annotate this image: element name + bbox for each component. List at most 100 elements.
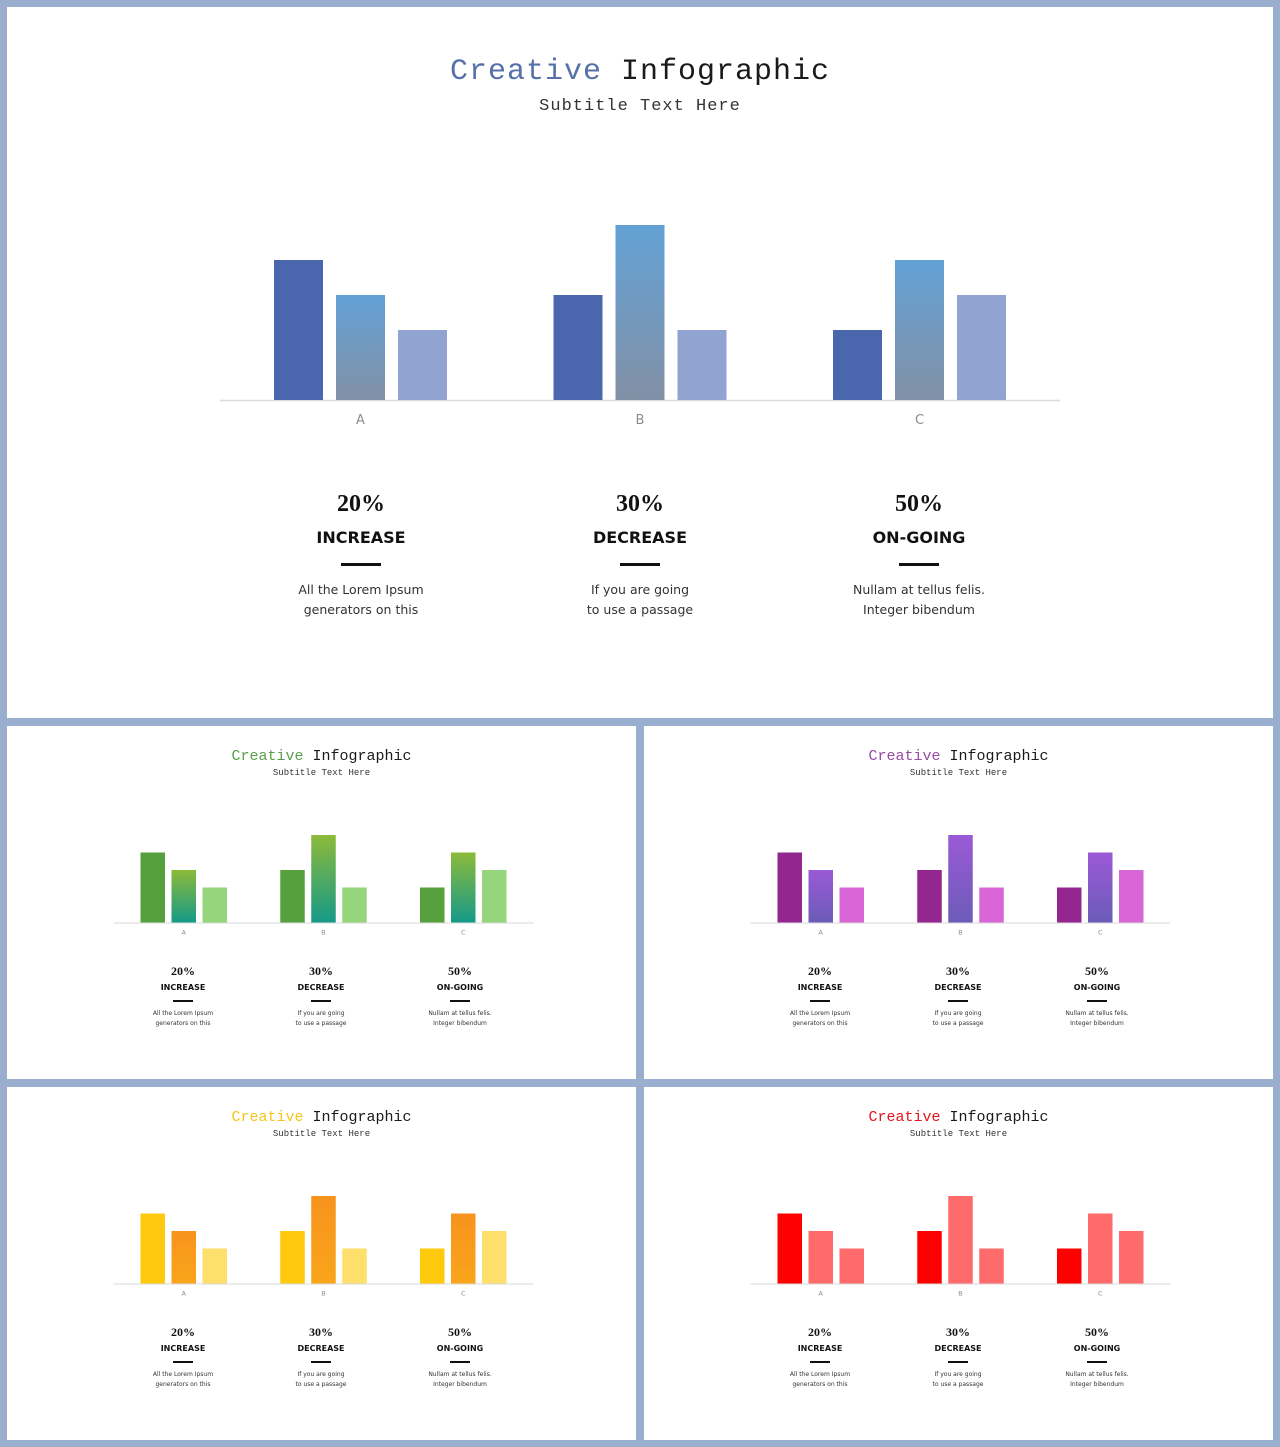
stat-description: Nullam at tellus felis. Integer bibendum (819, 580, 1019, 620)
desc-line: Integer bibendum (863, 602, 975, 617)
stat-divider (620, 563, 660, 566)
bar-b-2 (948, 835, 973, 923)
bar-b-1 (280, 1231, 305, 1284)
slide-title: Creative Infographic (644, 1109, 1273, 1126)
stat-label: ON-GOING (872, 528, 966, 547)
desc-line: Integer bibendum (1070, 1381, 1124, 1388)
bar-a-3 (839, 1248, 864, 1284)
stat-description: If you are going to use a passage (266, 1370, 376, 1390)
stat-description: If you are going to use a passage (540, 580, 740, 620)
stat-description: Nullam at tellus felis. Integer bibendum (405, 1009, 515, 1029)
stat-divider (1087, 1000, 1107, 1002)
desc-line: Integer bibendum (1070, 1020, 1124, 1027)
slide-red: Creative Infographic Subtitle Text Here … (644, 1087, 1273, 1440)
desc-line: to use a passage (295, 1020, 347, 1027)
stat-label: DECREASE (934, 983, 982, 992)
desc-line: If you are going (590, 582, 690, 597)
desc-line: generators on this (792, 1020, 848, 1027)
bar-chart: A B C (220, 225, 1060, 428)
bar-a-1 (140, 1213, 165, 1284)
bar-c-1 (833, 330, 882, 400)
stat-divider (173, 1361, 193, 1363)
bar-b-3 (979, 1248, 1004, 1284)
category-label: C (461, 929, 466, 937)
desc-line: All the Lorem Ipsum (152, 1010, 214, 1017)
desc-line: If you are going (297, 1010, 345, 1017)
desc-line: Nullam at tellus felis. (428, 1371, 492, 1378)
slide-green: Creative Infographic Subtitle Text Here … (7, 726, 636, 1079)
bar-b-1 (280, 870, 305, 923)
stat-description: All the Lorem Ipsum generators on this (128, 1009, 238, 1029)
bar-a-1 (777, 1213, 802, 1284)
stat-label: DECREASE (934, 1344, 982, 1353)
category-label: C (1098, 1290, 1103, 1298)
title-word: Infographic (949, 1109, 1049, 1126)
desc-line: All the Lorem Ipsum (789, 1371, 851, 1378)
desc-line: Integer bibendum (433, 1020, 487, 1027)
stat-label: DECREASE (297, 983, 345, 992)
desc-line: generators on this (155, 1020, 211, 1027)
bar-b-1 (917, 1231, 942, 1284)
title-accent-word: Creative (231, 748, 304, 765)
desc-line: Integer bibendum (433, 1381, 487, 1388)
desc-line: to use a passage (586, 602, 694, 617)
bar-b-3 (342, 1248, 367, 1284)
category-label: B (636, 413, 645, 428)
desc-line: If you are going (934, 1371, 982, 1378)
bar-b-1 (553, 295, 603, 400)
category-label: A (819, 929, 824, 937)
desc-line: to use a passage (932, 1020, 984, 1027)
stat-b: 30% DECREASE If you are going to use a pa… (540, 487, 740, 620)
slide-subtitle: Subtitle Text Here (539, 97, 741, 116)
stat-a: 20% INCREASE All the Lorem Ipsum generato… (261, 487, 461, 620)
bar-chart: A B C (750, 1196, 1171, 1298)
stat-divider (173, 1000, 193, 1002)
bar-c-1 (420, 1248, 445, 1284)
bar-chart: A B C (113, 835, 534, 937)
bar-c-3 (1119, 870, 1144, 923)
stat-divider (341, 563, 381, 566)
stat-b: 30% DECREASE If you are going to use a pa… (903, 1323, 1013, 1390)
stat-description: All the Lorem Ipsum generators on this (128, 1370, 238, 1390)
desc-line: generators on this (155, 1381, 211, 1388)
slide-subtitle: Subtitle Text Here (909, 768, 1008, 778)
stat-value: 20% (171, 1325, 195, 1339)
stat-c: 50% ON-GOING Nullam at tellus felis. Inte… (1042, 1323, 1152, 1390)
bar-a-2 (171, 870, 196, 923)
stat-divider (1087, 1361, 1107, 1363)
stat-label: ON-GOING (1073, 1344, 1121, 1353)
bar-c-3 (1119, 1231, 1144, 1284)
slide-title: Creative Infographic (7, 1109, 636, 1126)
stat-divider (450, 1361, 470, 1363)
stat-c: 50% ON-GOING Nullam at tellus felis. Inte… (1042, 962, 1152, 1029)
stat-label: ON-GOING (1073, 983, 1121, 992)
bar-c-2 (451, 1213, 476, 1284)
stat-value: 20% (808, 1325, 832, 1339)
stat-c: 50% ON-GOING Nullam at tellus felis. Inte… (405, 962, 515, 1029)
desc-line: to use a passage (295, 1381, 347, 1388)
stat-divider (810, 1361, 830, 1363)
bar-a-1 (274, 260, 323, 400)
stat-description: Nullam at tellus felis. Integer bibendum (1042, 1370, 1152, 1390)
stat-value: 20% (808, 964, 832, 978)
category-label: B (958, 929, 962, 937)
bar-b-2 (311, 1196, 336, 1284)
bar-a-2 (336, 295, 385, 400)
bar-a-1 (140, 852, 165, 923)
slide-subtitle: Subtitle Text Here (272, 768, 371, 778)
bar-c-2 (895, 260, 944, 400)
stat-label: INCREASE (797, 1344, 843, 1353)
stat-description: If you are going to use a passage (266, 1009, 376, 1029)
stat-divider (899, 563, 939, 566)
slide-subtitle: Subtitle Text Here (272, 1129, 371, 1139)
category-label: C (1098, 929, 1103, 937)
bar-a-3 (398, 330, 447, 400)
bar-c-2 (1088, 852, 1113, 923)
desc-line: All the Lorem Ipsum (298, 582, 424, 597)
stat-label: INCREASE (797, 983, 843, 992)
bar-chart: A B C (750, 835, 1171, 937)
desc-line: Nullam at tellus felis. (1065, 1371, 1129, 1378)
stat-description: Nullam at tellus felis. Integer bibendum (1042, 1009, 1152, 1029)
bar-c-3 (482, 1231, 507, 1284)
stat-description: Nullam at tellus felis. Integer bibendum (405, 1370, 515, 1390)
